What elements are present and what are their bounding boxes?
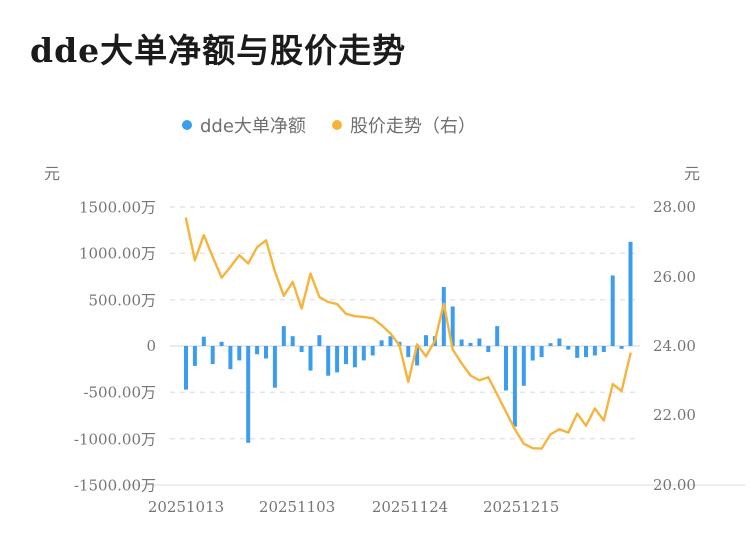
y-right-tick: 22.00 xyxy=(653,406,696,425)
dde-net-bar[interactable] xyxy=(228,346,233,370)
x-axis-tick: 20251013 xyxy=(147,498,225,516)
price-line[interactable] xyxy=(184,217,632,450)
dde-net-bar[interactable] xyxy=(335,346,340,373)
legend: dde大单净额 股价走势（右） xyxy=(182,112,476,138)
dde-net-bar[interactable] xyxy=(557,338,562,347)
y-left-tick: -500.00万 xyxy=(83,383,156,402)
price-legend-dot-icon xyxy=(331,120,342,130)
page-title: dde大单净额与股价走势 xyxy=(30,31,407,70)
dde-net-bar[interactable] xyxy=(219,341,224,346)
dde-net-bar[interactable] xyxy=(264,346,268,359)
dde-net-bar[interactable] xyxy=(237,346,242,361)
x-axis-tick: 20251124 xyxy=(371,498,449,516)
dde-net-bar[interactable] xyxy=(584,346,588,358)
y-right-tick: 26.00 xyxy=(653,267,696,286)
legend-item-dde-net[interactable]: dde大单净额 xyxy=(182,112,306,138)
dde-net-bar[interactable] xyxy=(610,275,615,347)
y-left-tick: -1500.00万 xyxy=(73,476,156,495)
dde-net-bar[interactable] xyxy=(415,346,420,366)
y-right-tick: 24.00 xyxy=(653,337,696,355)
x-axis-tick: 20251103 xyxy=(258,498,336,516)
y-left-tick: 1500.00万 xyxy=(78,198,156,217)
dde-net-bar[interactable] xyxy=(326,346,331,376)
dde-net-bar[interactable] xyxy=(184,346,188,390)
dde-net-bar[interactable] xyxy=(504,346,508,391)
dde-net-bar[interactable] xyxy=(495,326,500,346)
dde-net-bar[interactable] xyxy=(530,346,535,361)
dde-net-bar[interactable] xyxy=(477,338,482,347)
y-left-tick: 0 xyxy=(146,337,156,355)
dde-net-bar[interactable] xyxy=(281,326,286,346)
dde-net-bar[interactable] xyxy=(344,346,348,365)
dde-net-bar[interactable] xyxy=(290,336,295,346)
dde-net-bar[interactable] xyxy=(361,346,366,361)
legend-label: dde大单净额 xyxy=(200,116,306,137)
dde-net-bar[interactable] xyxy=(201,336,206,346)
dde-net-bar[interactable] xyxy=(601,346,606,352)
y-left-tick: 1000.00万 xyxy=(78,244,156,263)
y-left-tick: -1000.00万 xyxy=(73,430,156,449)
dde-net-bar[interactable] xyxy=(370,346,375,356)
dde-net-bar[interactable] xyxy=(299,346,304,352)
dde-net-bar[interactable] xyxy=(548,343,553,346)
dde-net-bar[interactable] xyxy=(308,346,313,371)
dde-net-bar[interactable] xyxy=(468,342,473,346)
dde-net-legend-dot-icon xyxy=(182,120,192,130)
dde-net-bar[interactable] xyxy=(486,346,491,352)
dde-net-bar[interactable] xyxy=(566,346,571,350)
dde-net-bar[interactable] xyxy=(272,346,277,388)
dde-net-bar[interactable] xyxy=(388,336,393,346)
dde-net-bar[interactable] xyxy=(459,339,464,347)
dde-net-bar[interactable] xyxy=(406,346,411,358)
dde-net-bar[interactable] xyxy=(512,346,517,427)
right-axis-unit: 元 xyxy=(684,164,701,183)
dde-net-bar[interactable] xyxy=(628,241,633,346)
dde-net-bar[interactable] xyxy=(619,346,624,349)
dde-net-bar[interactable] xyxy=(317,335,322,346)
legend-label: 股价走势（右） xyxy=(349,116,476,137)
dde-net-bar[interactable] xyxy=(379,340,384,346)
dde-net-bar[interactable] xyxy=(575,346,580,358)
left-axis-unit: 元 xyxy=(44,164,61,183)
dde-net-bar[interactable] xyxy=(352,346,357,368)
dde-net-bar[interactable] xyxy=(450,306,455,347)
dde-net-bar[interactable] xyxy=(192,346,197,366)
legend-item-price[interactable]: 股价走势（右） xyxy=(331,112,476,138)
dde-net-bar[interactable] xyxy=(521,346,526,386)
dde-net-bar[interactable] xyxy=(210,346,215,365)
y-left-tick: 500.00万 xyxy=(88,291,157,310)
y-right-tick: 28.00 xyxy=(653,198,696,217)
dde-net-bar[interactable] xyxy=(592,346,597,356)
dde-net-bar[interactable] xyxy=(246,346,251,443)
y-right-tick: 20.00 xyxy=(653,475,696,494)
dde-net-bar[interactable] xyxy=(255,346,260,355)
dde-net-bar[interactable] xyxy=(441,287,446,346)
x-axis-tick: 20251215 xyxy=(483,498,560,516)
dde-net-bar[interactable] xyxy=(539,346,544,358)
dde-net-bar[interactable] xyxy=(424,335,428,346)
